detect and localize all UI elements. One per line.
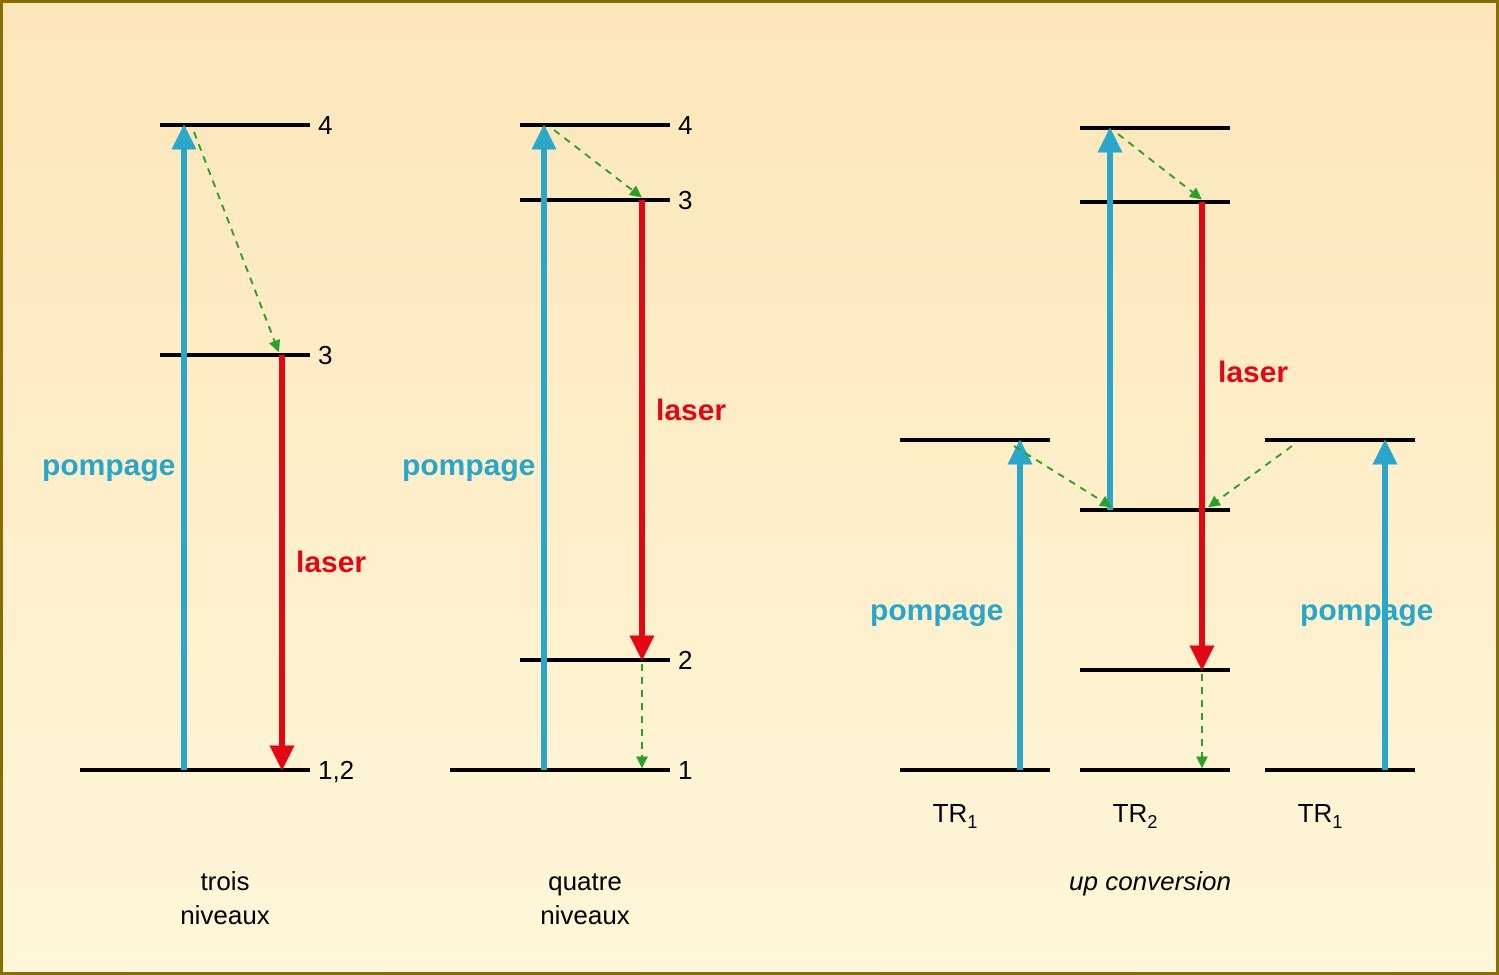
b-laser-label: laser <box>656 394 726 427</box>
c-pompage-left-label: pompage <box>870 594 1003 627</box>
a-level-3-label: 3 <box>318 340 332 370</box>
background <box>0 0 1499 975</box>
b-caption-1: quatre <box>548 866 622 896</box>
c-laser-label: laser <box>1218 356 1288 389</box>
b-level-4-label: 4 <box>678 110 692 140</box>
a-level-4-label: 4 <box>318 110 332 140</box>
a-caption-2: niveaux <box>180 900 270 930</box>
c-pompage-right-label: pompage <box>1300 594 1433 627</box>
a-level-12-label: 1,2 <box>318 755 354 785</box>
a-pompage-label: pompage <box>42 449 175 482</box>
a-caption-1: trois <box>200 866 249 896</box>
b-pompage-label: pompage <box>402 449 535 482</box>
b-level-2-label: 2 <box>678 645 692 675</box>
a-laser-label: laser <box>296 546 366 579</box>
b-level-1-label: 1 <box>678 755 692 785</box>
b-caption-2: niveaux <box>540 900 630 930</box>
b-level-3-label: 3 <box>678 185 692 215</box>
c-caption: up conversion <box>1069 866 1231 896</box>
